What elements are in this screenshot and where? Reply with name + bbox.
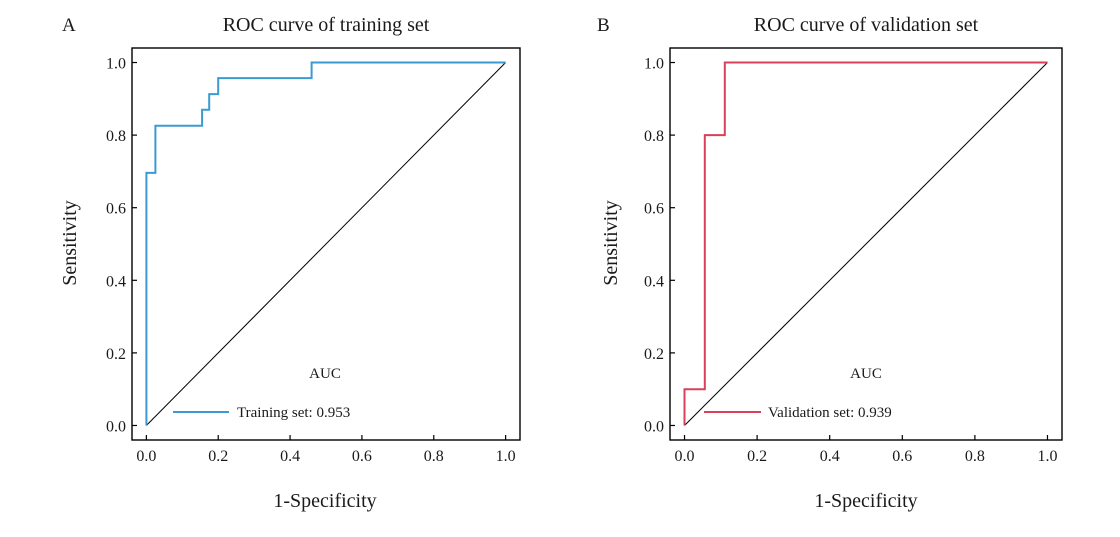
chart-title: ROC curve of validation set xyxy=(754,14,979,36)
x-tick-label: 0.2 xyxy=(208,448,228,465)
x-axis-label: 1-Specificity xyxy=(273,490,376,512)
y-tick-label: 0.4 xyxy=(644,273,664,290)
x-tick-label: 0.0 xyxy=(136,448,156,465)
y-tick-label: 0.2 xyxy=(644,346,664,363)
y-tick-label: 0.6 xyxy=(644,201,664,218)
y-tick-label: 0.8 xyxy=(106,128,126,145)
x-axis-label: 1-Specificity xyxy=(814,490,917,512)
x-tick-label: 0.8 xyxy=(424,448,444,465)
y-tick-label: 0.2 xyxy=(106,346,126,363)
diagonal-reference-line xyxy=(146,62,506,426)
reference-group xyxy=(684,62,1048,426)
y-tick-label: 1.0 xyxy=(644,56,664,73)
legend: AUC Validation set: 0.939 xyxy=(704,366,892,421)
y-axis-label: Sensitivity xyxy=(600,200,622,286)
legend-entry-validation: Validation set: 0.939 xyxy=(768,405,892,421)
x-tick-label: 0.0 xyxy=(675,448,695,465)
y-tick-label: 1.0 xyxy=(106,56,126,73)
x-tick-label: 0.8 xyxy=(965,448,985,465)
tick-group: 0.0 0.2 0.4 0.6 0.8 1.0 0.0 0.2 0.4 0.6 0.8 1.0 xyxy=(106,56,516,465)
y-axis-label: Sensitivity xyxy=(59,200,81,286)
y-tick-label: 0.0 xyxy=(106,418,126,435)
roc-curve-line xyxy=(145,61,506,426)
x-tick-label: 0.4 xyxy=(280,448,300,465)
legend: AUC Training set: 0.953 xyxy=(173,366,350,421)
plot-frame xyxy=(669,47,1063,441)
reference-group xyxy=(146,62,506,426)
panel-letter: B xyxy=(597,15,610,36)
x-tick-label: 0.6 xyxy=(892,448,912,465)
panel-letter: A xyxy=(62,15,76,36)
chart-title: ROC curve of training set xyxy=(223,14,430,36)
legend-title: AUC xyxy=(850,366,882,382)
x-tick-label: 1.0 xyxy=(496,448,516,465)
y-tick-label: 0.4 xyxy=(106,273,126,290)
y-tick-label: 0.6 xyxy=(106,201,126,218)
x-tick-label: 0.6 xyxy=(352,448,372,465)
x-tick-label: 1.0 xyxy=(1037,448,1057,465)
y-tick-label: 0.0 xyxy=(644,418,664,435)
panel-training: A ROC curve of training set 0.0 0.2 0.4 0.6… xyxy=(59,14,521,512)
roc-curve-line xyxy=(683,61,1048,426)
legend-entry-training: Training set: 0.953 xyxy=(237,405,350,421)
y-tick-label: 0.8 xyxy=(644,128,664,145)
legend-title: AUC xyxy=(309,366,341,382)
series-group xyxy=(683,61,1048,426)
plot-frame xyxy=(131,47,521,441)
series-group xyxy=(145,61,506,426)
x-tick-label: 0.2 xyxy=(747,448,767,465)
diagonal-reference-line xyxy=(684,62,1048,426)
x-tick-label: 0.4 xyxy=(820,448,840,465)
tick-group: 0.0 0.2 0.4 0.6 0.8 1.0 0.0 0.2 0.4 0.6 0.8 1.0 xyxy=(644,56,1057,465)
panel-validation: B ROC curve of validation set 0.0 0.2 0.4 0… xyxy=(597,14,1063,512)
